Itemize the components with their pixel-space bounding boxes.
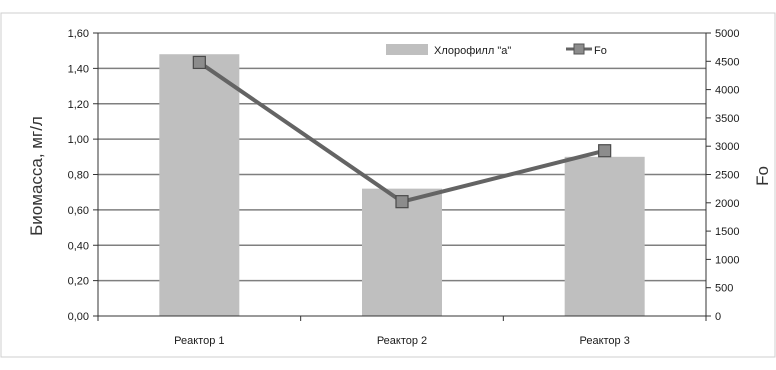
legend: Хлорофилл "a" Fo: [386, 43, 607, 57]
chart-border: [0, 12, 776, 358]
y-tick-label: 0,00: [68, 311, 89, 323]
legend-line-marker: [573, 43, 585, 55]
y2-tick-label: 2000: [715, 198, 739, 210]
x-tick-labels: Реактор 1 Реактор 2 Реактор 3: [174, 335, 630, 347]
bar: [159, 54, 240, 316]
x-tick-label: Реактор 1: [174, 335, 224, 347]
y2-tick-label: 500: [715, 283, 733, 295]
y-tick-label: 0,60: [68, 205, 89, 217]
line-point: [598, 144, 612, 158]
y2-tick-label: 2500: [715, 170, 739, 182]
y2-tick-label: 5000: [715, 28, 739, 40]
y2-tick-labels: 0 500 1000 1500 2000 2500 3000 3500 4000 4500 5000: [715, 28, 739, 323]
y2-axis-title: Fo: [753, 166, 772, 186]
bar: [362, 188, 442, 316]
x-tick-label: Реактор 3: [579, 335, 629, 347]
y2-tick-label: 3000: [715, 141, 739, 153]
y-tick-label: 0,40: [68, 240, 89, 252]
y-tick-label: 1,60: [68, 28, 89, 40]
bar-series: [159, 54, 645, 316]
legend-line-label: Fo: [594, 45, 607, 57]
y2-tick-label: 0: [715, 311, 721, 323]
line-point: [395, 195, 409, 209]
series-line: [198, 60, 606, 204]
y2-tick-label: 4000: [715, 85, 739, 97]
axes: [93, 32, 711, 321]
y-tick-label: 0,20: [68, 276, 89, 288]
y-tick-label: 1,20: [68, 99, 89, 111]
line-series: [192, 55, 612, 209]
y-axis-title: Биомасса, мг/л: [27, 116, 46, 236]
y-tick-label: 1,00: [68, 134, 89, 146]
x-tick-label: Реактор 2: [377, 335, 427, 347]
y-tick-label: 0,80: [68, 170, 89, 182]
y2-tick-label: 3500: [715, 113, 739, 125]
y2-tick-label: 1000: [715, 254, 739, 266]
legend-bar-swatch: [386, 44, 428, 55]
y2-tick-label: 4500: [715, 56, 739, 68]
line-point: [192, 55, 206, 70]
bar: [564, 156, 645, 316]
y-tick-labels: 0,00 0,20 0,40 0,60 0,80 1,00 1,20 1,40 1,60: [68, 28, 89, 323]
legend-bar-label: Хлорофилл "a": [434, 45, 511, 57]
y2-tick-label: 1500: [715, 226, 739, 238]
y-tick-label: 1,40: [68, 63, 89, 75]
